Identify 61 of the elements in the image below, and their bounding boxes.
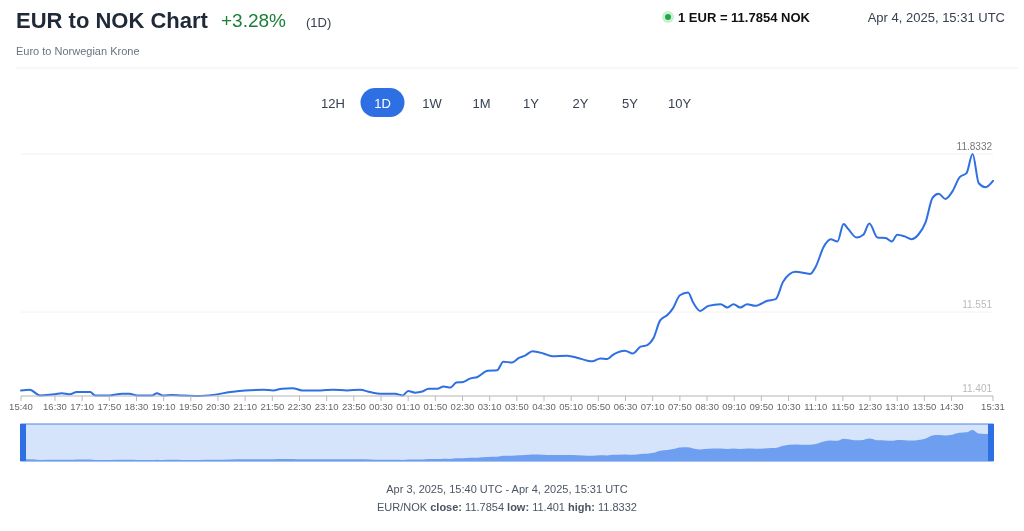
x-tick-label: 11:50 — [831, 401, 855, 412]
text: 11.8332 — [594, 501, 637, 513]
x-tick-label: 11:10 — [804, 401, 828, 412]
x-tick-label: 22:30 — [287, 401, 312, 412]
x-tick-label: 21:50 — [260, 401, 285, 412]
x-tick-label: 21:10 — [233, 401, 258, 412]
text: 1D — [374, 96, 391, 111]
x-tick-label: 15:40 — [9, 401, 33, 412]
x-tick-label: 03:50 — [504, 401, 529, 412]
text: 10Y — [667, 96, 692, 111]
x-tick-label: 02:30 — [450, 401, 475, 412]
text: 11.401 — [529, 501, 569, 513]
x-tick-label: 17:10 — [70, 401, 95, 412]
x-tick-label: 13:10 — [885, 401, 910, 412]
text: 1W — [422, 96, 443, 111]
y-tick-label: 11.551 — [962, 299, 993, 311]
text: 1 EUR = 11.7854 NOK — [678, 10, 811, 25]
text: 11.7854 — [462, 501, 508, 513]
x-tick-label: 06:30 — [613, 401, 638, 412]
x-tick-label: 09:10 — [722, 401, 747, 412]
text: +3.28% — [221, 10, 287, 31]
x-tick-label: 04:30 — [532, 401, 556, 412]
x-tick-label: 18:30 — [124, 401, 149, 412]
text: EUR/NOK — [377, 501, 431, 513]
x-tick-label: 10:30 — [776, 401, 801, 412]
x-tick-label: 15:31 — [981, 401, 1005, 412]
text: 2Y — [572, 96, 589, 111]
x-tick-label: 08:30 — [695, 401, 719, 412]
x-tick-label: 19:50 — [178, 401, 203, 412]
x-tick-label: 00:30 — [369, 401, 393, 412]
text: 5Y — [622, 96, 639, 111]
text: high: — [568, 501, 595, 513]
chart-title: EUR to NOK Chart — [16, 8, 209, 33]
chart-subtitle: Euro to Norwegian Krone — [16, 45, 140, 57]
text: low: — [507, 501, 530, 513]
x-tick-label: 14:30 — [939, 401, 964, 412]
text: close: — [430, 501, 463, 513]
x-tick-label: 07:10 — [640, 401, 665, 412]
x-tick-label: 23:10 — [314, 401, 339, 412]
text: 12H — [321, 96, 345, 111]
x-tick-label: 07:50 — [667, 401, 692, 412]
y-tick-label: 11.401 — [962, 383, 993, 394]
text: Apr 4, 2025, 15:31 UTC — [867, 10, 1005, 25]
y-tick-label: 11.8332 — [956, 141, 993, 152]
x-tick-label: 19:10 — [151, 401, 176, 412]
text: Apr 3, 2025, 15:40 UTC - Apr 4, 2025, 15:31 UTC — [386, 483, 628, 495]
x-tick-label: 05:10 — [559, 401, 584, 412]
x-tick-label: 01:50 — [423, 401, 448, 412]
x-tick-label: 23:50 — [341, 401, 366, 412]
x-tick-label: 17:50 — [97, 401, 122, 412]
text: 1Y — [523, 96, 540, 111]
x-tick-label: 16:30 — [43, 401, 67, 412]
text: (1D) — [306, 15, 332, 30]
x-tick-label: 09:50 — [749, 401, 774, 412]
x-tick-label: 20:30 — [206, 401, 230, 412]
text: 1M — [472, 96, 491, 111]
x-tick-label: 01:10 — [396, 401, 421, 412]
x-tick-label: 13:50 — [912, 401, 937, 412]
x-tick-label: 05:50 — [586, 401, 611, 412]
x-tick-label: 03:10 — [477, 401, 502, 412]
x-tick-label: 12:30 — [858, 401, 882, 412]
